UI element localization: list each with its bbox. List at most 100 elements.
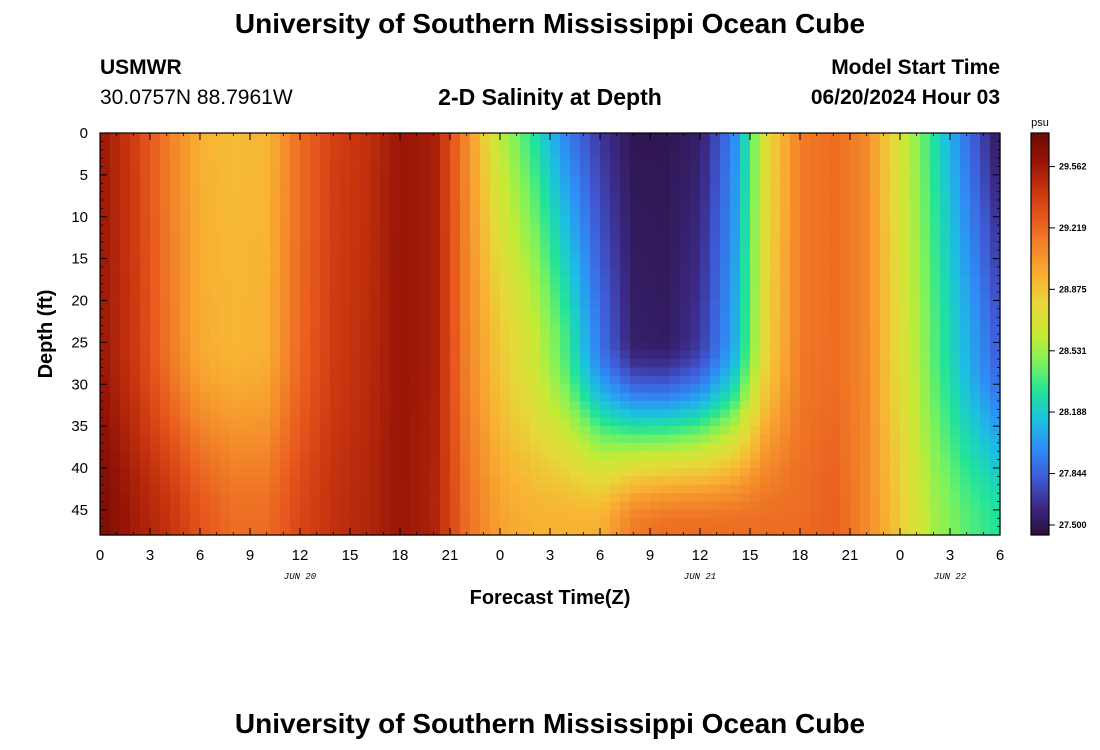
heatmap-cell (330, 216, 341, 226)
heatmap-cell (970, 476, 981, 486)
heatmap-cell (580, 493, 591, 503)
heatmap-cell (630, 426, 641, 436)
heatmap-cell (300, 250, 311, 260)
heatmap-cell (970, 241, 981, 251)
heatmap-cell (560, 275, 571, 285)
heatmap-cell (220, 509, 231, 519)
heatmap-cell (120, 384, 131, 394)
heatmap-cell (220, 484, 231, 494)
heatmap-cell (330, 476, 341, 486)
heatmap-cell (670, 258, 681, 268)
heatmap-cell (590, 484, 601, 494)
heatmap-cell (570, 200, 581, 209)
heatmap-cell (140, 258, 151, 268)
heatmap-cell (500, 451, 511, 461)
heatmap-cell (870, 484, 881, 494)
heatmap-cell (860, 375, 871, 385)
heatmap-cell (450, 459, 461, 469)
heatmap-cell (370, 342, 381, 352)
heatmap-cell (900, 409, 911, 419)
heatmap-cell (310, 250, 321, 260)
y-axis-label: Depth (ft) (35, 290, 57, 379)
heatmap-cell (590, 250, 601, 260)
heatmap-cell (420, 208, 431, 218)
heatmap-cell (630, 267, 641, 276)
heatmap-cell (710, 493, 721, 503)
heatmap-cell (320, 375, 331, 385)
heatmap-cell (560, 149, 571, 159)
heatmap-cell (810, 183, 821, 193)
heatmap-cell (620, 292, 631, 302)
heatmap-cell (960, 384, 971, 394)
heatmap-cell (780, 183, 791, 193)
heatmap-cell (360, 459, 371, 469)
heatmap-cell (930, 258, 941, 268)
heatmap-cell (420, 200, 431, 209)
heatmap-cell (200, 493, 211, 503)
heatmap-cell (150, 476, 161, 486)
heatmap-cell (280, 384, 291, 394)
heatmap-cell (600, 241, 611, 251)
heatmap-cell (860, 468, 871, 477)
heatmap-cell (910, 275, 921, 285)
heatmap-cell (830, 417, 841, 427)
heatmap-cell (740, 233, 751, 243)
heatmap-cell (670, 350, 681, 360)
heatmap-cell (360, 149, 371, 159)
heatmap-cell (450, 409, 461, 419)
heatmap-cell (840, 133, 851, 142)
x-tick-label: 6 (996, 547, 1004, 564)
heatmap-cell (920, 141, 931, 151)
heatmap-cell (230, 426, 241, 436)
heatmap-cell (750, 526, 761, 536)
heatmap-cell (440, 334, 451, 343)
heatmap-cell (670, 518, 681, 528)
heatmap-cell (780, 468, 791, 477)
heatmap-cell (190, 250, 201, 260)
heatmap-cell (680, 468, 691, 477)
heatmap-cell (480, 334, 491, 343)
heatmap-cell (890, 149, 901, 159)
heatmap-cell (780, 442, 791, 452)
heatmap-cell (760, 174, 771, 184)
heatmap-cell (880, 442, 891, 452)
heatmap-cell (690, 158, 701, 168)
heatmap-cell (230, 384, 241, 394)
heatmap-cell (390, 334, 401, 343)
heatmap-cell (250, 317, 261, 327)
heatmap-cell (450, 334, 461, 343)
heatmap-cell (140, 325, 151, 335)
heatmap-cell (500, 526, 511, 536)
heatmap-cell (540, 133, 551, 142)
heatmap-cell (900, 375, 911, 385)
heatmap-cell (520, 166, 531, 176)
heatmap-cell (710, 133, 721, 142)
heatmap-cell (440, 225, 451, 235)
heatmap-cell (860, 518, 871, 528)
heatmap-cell (720, 200, 731, 209)
heatmap-cell (750, 250, 761, 260)
heatmap-cell (310, 258, 321, 268)
heatmap-cell (610, 191, 621, 201)
heatmap-cell (790, 526, 801, 536)
heatmap-cell (940, 325, 951, 335)
heatmap-cell (980, 317, 991, 327)
heatmap-cell (860, 241, 871, 251)
heatmap-cell (360, 518, 371, 528)
heatmap-cell (790, 233, 801, 243)
heatmap-cell (880, 476, 891, 486)
heatmap-cell (660, 359, 671, 369)
heatmap-cell (760, 241, 771, 251)
heatmap-cell (370, 292, 381, 302)
heatmap-cell (660, 216, 671, 226)
heatmap-cell (730, 518, 741, 528)
heatmap-cell (520, 476, 531, 486)
heatmap-cell (270, 442, 281, 452)
heatmap-cell (400, 250, 411, 260)
heatmap-cell (100, 409, 111, 419)
heatmap-cell (140, 417, 151, 427)
heatmap-cell (870, 409, 881, 419)
heatmap-cell (610, 426, 621, 436)
heatmap-cell (100, 166, 111, 176)
heatmap-cell (890, 367, 901, 377)
